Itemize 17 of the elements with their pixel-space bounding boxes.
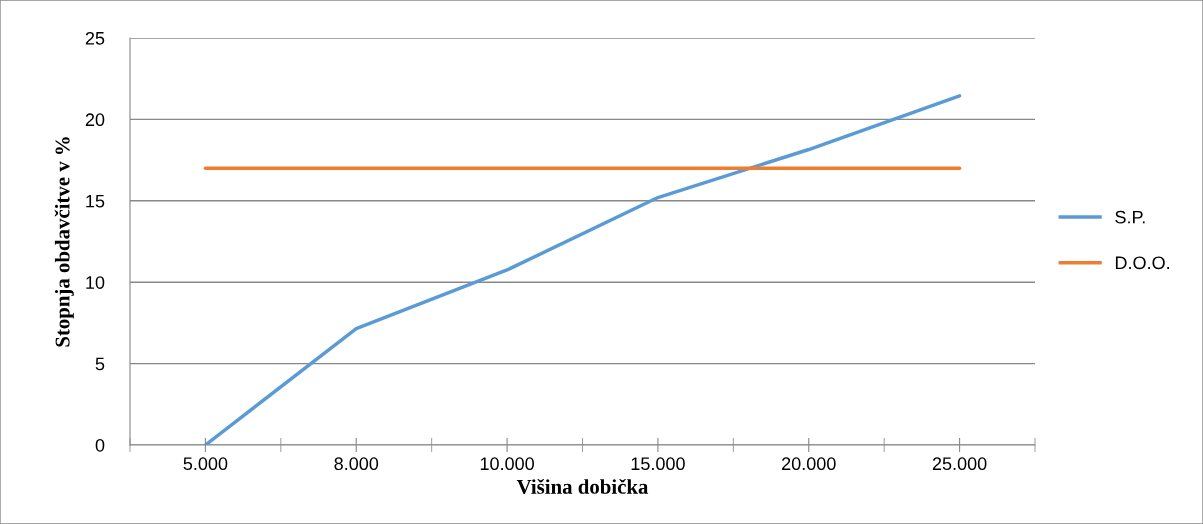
y-tick-label: 15 [86, 194, 105, 208]
x-tick-label: 8.000 [334, 457, 379, 471]
y-tick-label: 10 [86, 276, 105, 289]
y-tick-label: 20 [85, 113, 105, 127]
x-tick-label: 20.000 [782, 457, 836, 471]
x-tick-label: 25.000 [932, 457, 987, 471]
y-tick-label: 0 [95, 438, 105, 452]
x-tick-label: 10.000 [480, 457, 534, 471]
x-axis-title: Višina dobička [516, 478, 649, 494]
line-series [203, 94, 962, 445]
legend-label: D.O.O. [1115, 256, 1169, 270]
legend-label: S.P. [1115, 210, 1145, 224]
x-tick-label: 15.000 [631, 457, 685, 471]
x-tick-label: 5.000 [183, 457, 228, 471]
y-tick-label: 5 [95, 357, 105, 371]
y-tick-label: 25 [85, 31, 105, 45]
y-axis-title: Stopnja obdavčitve v % [54, 137, 74, 347]
